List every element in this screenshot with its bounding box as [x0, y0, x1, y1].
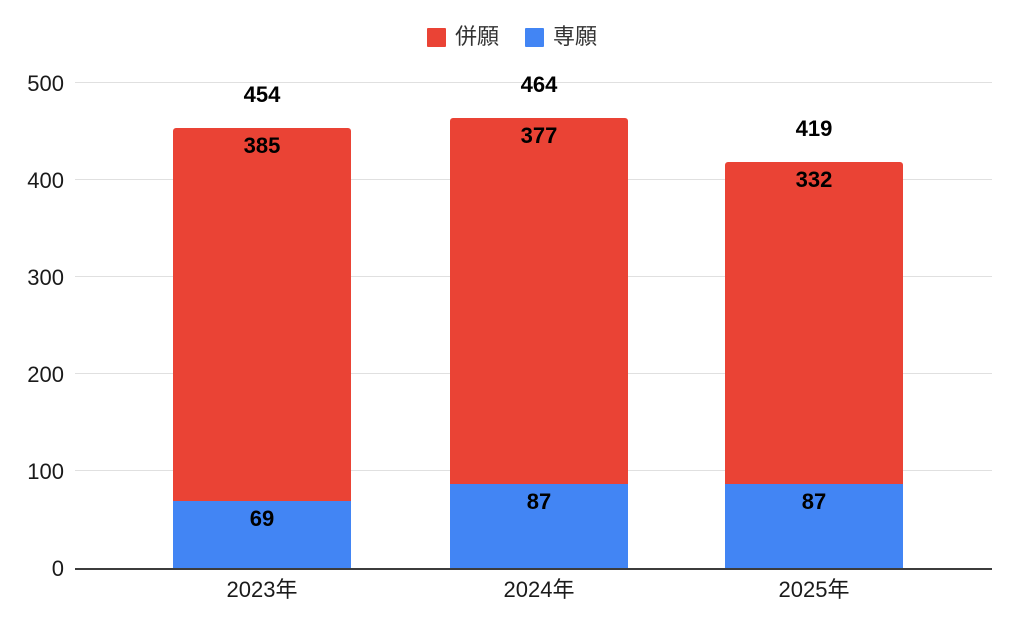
bar-segment-0-series-1: 69 [173, 501, 351, 568]
bar-group-0: 69 385 454 [173, 83, 351, 568]
legend-swatch-icon-1 [525, 27, 544, 47]
y-axis-tick-label-0: 0 [51, 556, 64, 581]
y-axis-tick-label-100: 100 [27, 459, 64, 484]
segment-value-label-2-0: 332 [795, 166, 833, 192]
x-axis-category-label-0: 2023年 [226, 577, 298, 602]
legend-label-0: 併願 [454, 24, 499, 49]
legend-item-0: 併願 [426, 24, 499, 49]
x-axis-category-label-1: 2024年 [503, 577, 575, 602]
bar-segment-0-series-0: 385 [173, 127, 351, 502]
y-axis-tick-label-300: 300 [27, 265, 64, 290]
segment-value-label-2-1: 87 [801, 488, 827, 514]
bar-segment-2-series-1: 87 [725, 483, 903, 568]
plot-area: 69 385 454 87 377 464 87 332 419 [75, 73, 992, 570]
bar-group-1: 87 377 464 [450, 73, 628, 568]
segment-value-label-1-0: 377 [520, 122, 558, 148]
y-axis-tick-label-200: 200 [27, 362, 64, 387]
chart-legend: 併願 専願 [0, 26, 1024, 48]
y-axis-tick-label-400: 400 [27, 168, 64, 193]
legend-item-1: 専願 [525, 26, 597, 48]
bar-group-2: 87 332 419 [725, 117, 903, 568]
bar-segment-2-series-0: 332 [725, 161, 903, 484]
total-value-label-1: 464 [520, 71, 558, 97]
gridline-500 [75, 82, 992, 83]
bar-segment-1-series-1: 87 [450, 483, 628, 568]
total-value-label-0: 454 [243, 81, 281, 107]
legend-label-1: 専願 [553, 24, 598, 49]
total-value-label-2: 419 [795, 115, 833, 141]
x-axis-category-label-2: 2025年 [778, 577, 850, 602]
legend-swatch-icon-0 [426, 27, 446, 47]
segment-value-label-1-1: 87 [526, 488, 552, 514]
y-axis-tick-label-500: 500 [27, 71, 64, 96]
bar-segment-1-series-0: 377 [450, 117, 628, 484]
segment-value-label-0-0: 385 [243, 132, 281, 158]
segment-value-label-0-1: 69 [249, 506, 275, 532]
